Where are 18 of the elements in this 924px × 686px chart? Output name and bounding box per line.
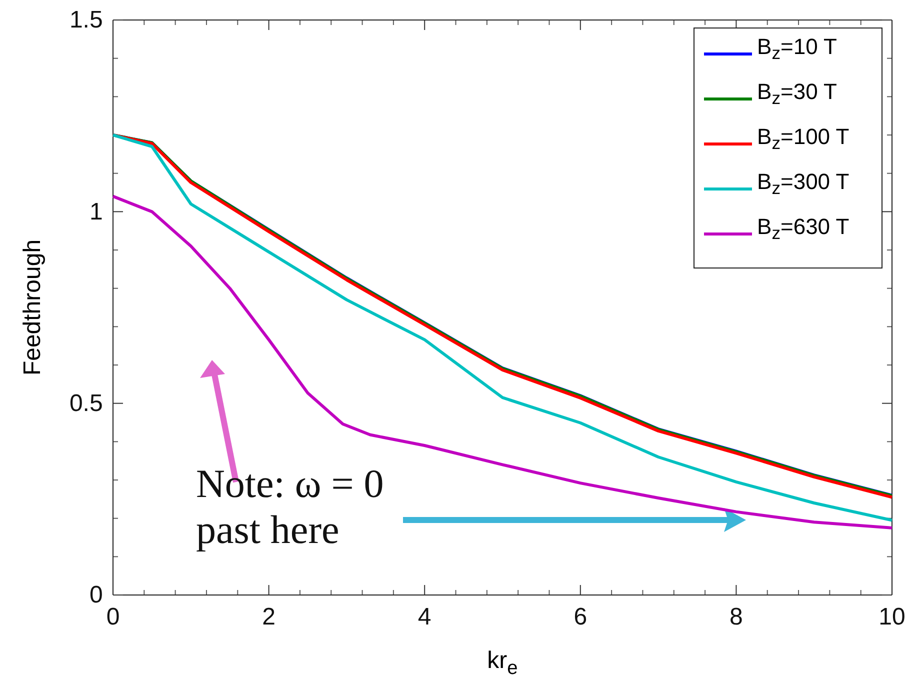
y-tick-label: 0 (89, 582, 103, 609)
x-tick-label: 10 (878, 603, 906, 630)
x-axis-title: kr$_{e}$ (487, 647, 518, 679)
y-tick-label: 0.5 (69, 390, 103, 418)
y-tick-label: 1 (89, 198, 103, 226)
legend-label: B$_{z}$=630 T (757, 214, 850, 244)
x-tick-label: 4 (418, 603, 432, 630)
legend-label: B$_{z}$=30 T (757, 79, 837, 108)
legend-label: B$_{z}$=10 T (757, 34, 837, 64)
y-axis-title: Feedthrough (19, 239, 46, 376)
annotation: Note: ω = 0 past here (196, 461, 384, 552)
legend-label: B$_{z}$=300 T (757, 169, 850, 198)
y-tick-label: 1.5 (69, 6, 103, 34)
x-tick-label: 6 (574, 603, 588, 630)
x-tick-label: 2 (262, 603, 276, 630)
x-tick-label: 0 (106, 603, 120, 630)
legend-label: B$_{z}$=100 T (757, 124, 850, 154)
x-tick-label: 8 (730, 603, 743, 630)
